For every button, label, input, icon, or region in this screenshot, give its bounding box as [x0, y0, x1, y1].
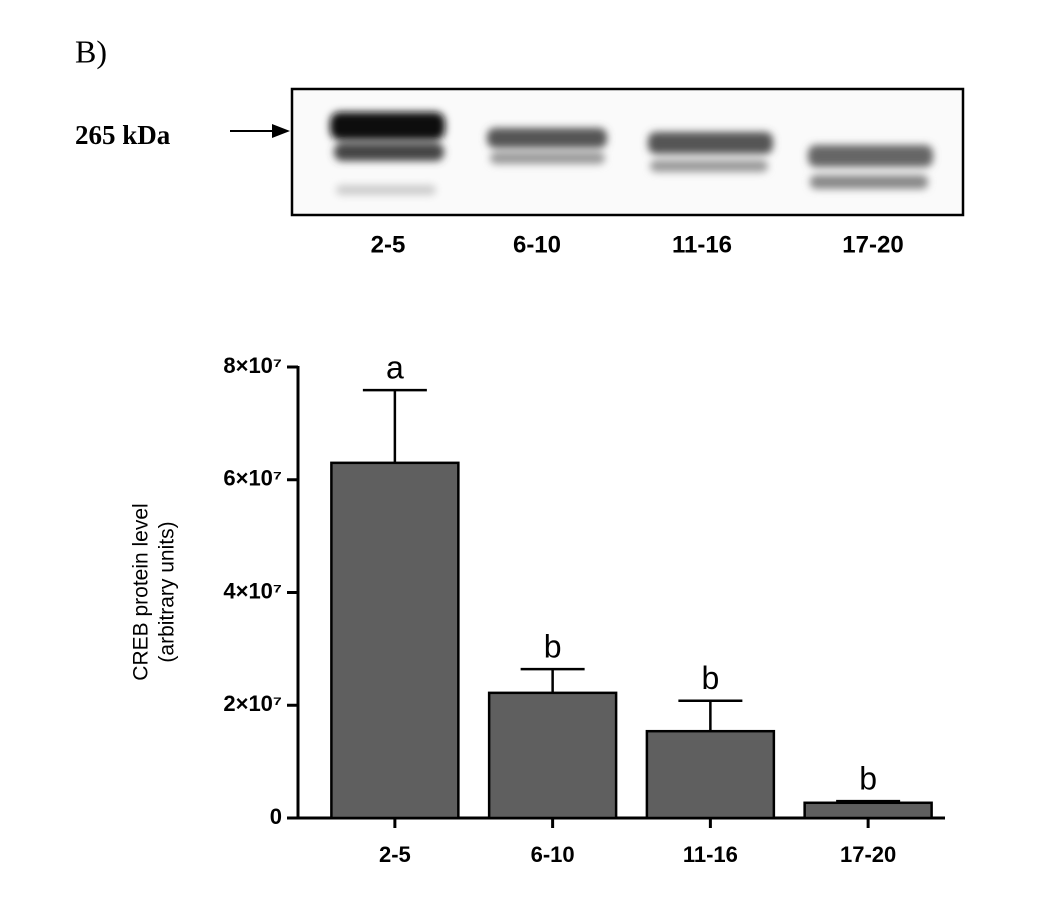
- bar: [487, 691, 618, 820]
- panel-label: B): [75, 33, 107, 69]
- y-tick-label: 6×10⁷: [223, 466, 282, 491]
- significance-letter: b: [859, 761, 877, 797]
- bar: [803, 801, 933, 820]
- x-tick-label: 6-10: [531, 842, 575, 867]
- y-tick-label: 8×10⁷: [223, 353, 282, 378]
- blot: [290, 87, 965, 217]
- significance-letter: b: [701, 660, 719, 696]
- x-tick-label: 17-20: [840, 842, 896, 867]
- lane-label: 6-10: [513, 231, 561, 258]
- y-axis-label: (arbitrary units): [156, 521, 179, 662]
- y-tick-label: 2×10⁷: [223, 691, 282, 716]
- x-tick-label: 11-16: [683, 842, 738, 867]
- x-tick-label: 2-5: [379, 842, 411, 867]
- marker-arrow: [230, 124, 290, 138]
- lane-label: 11-16: [672, 231, 732, 258]
- lane-label: 17-20: [842, 231, 903, 258]
- bar: [330, 461, 460, 820]
- y-tick-label: 4×10⁷: [223, 578, 282, 603]
- lane-label: 2-5: [371, 231, 406, 258]
- y-axis-label: CREB protein level: [130, 503, 153, 680]
- bar: [645, 729, 776, 820]
- blot-marker: 265 kDa: [75, 120, 171, 150]
- significance-letter: b: [544, 629, 562, 665]
- significance-letter: a: [386, 350, 404, 386]
- y-tick-label: 0: [270, 804, 282, 829]
